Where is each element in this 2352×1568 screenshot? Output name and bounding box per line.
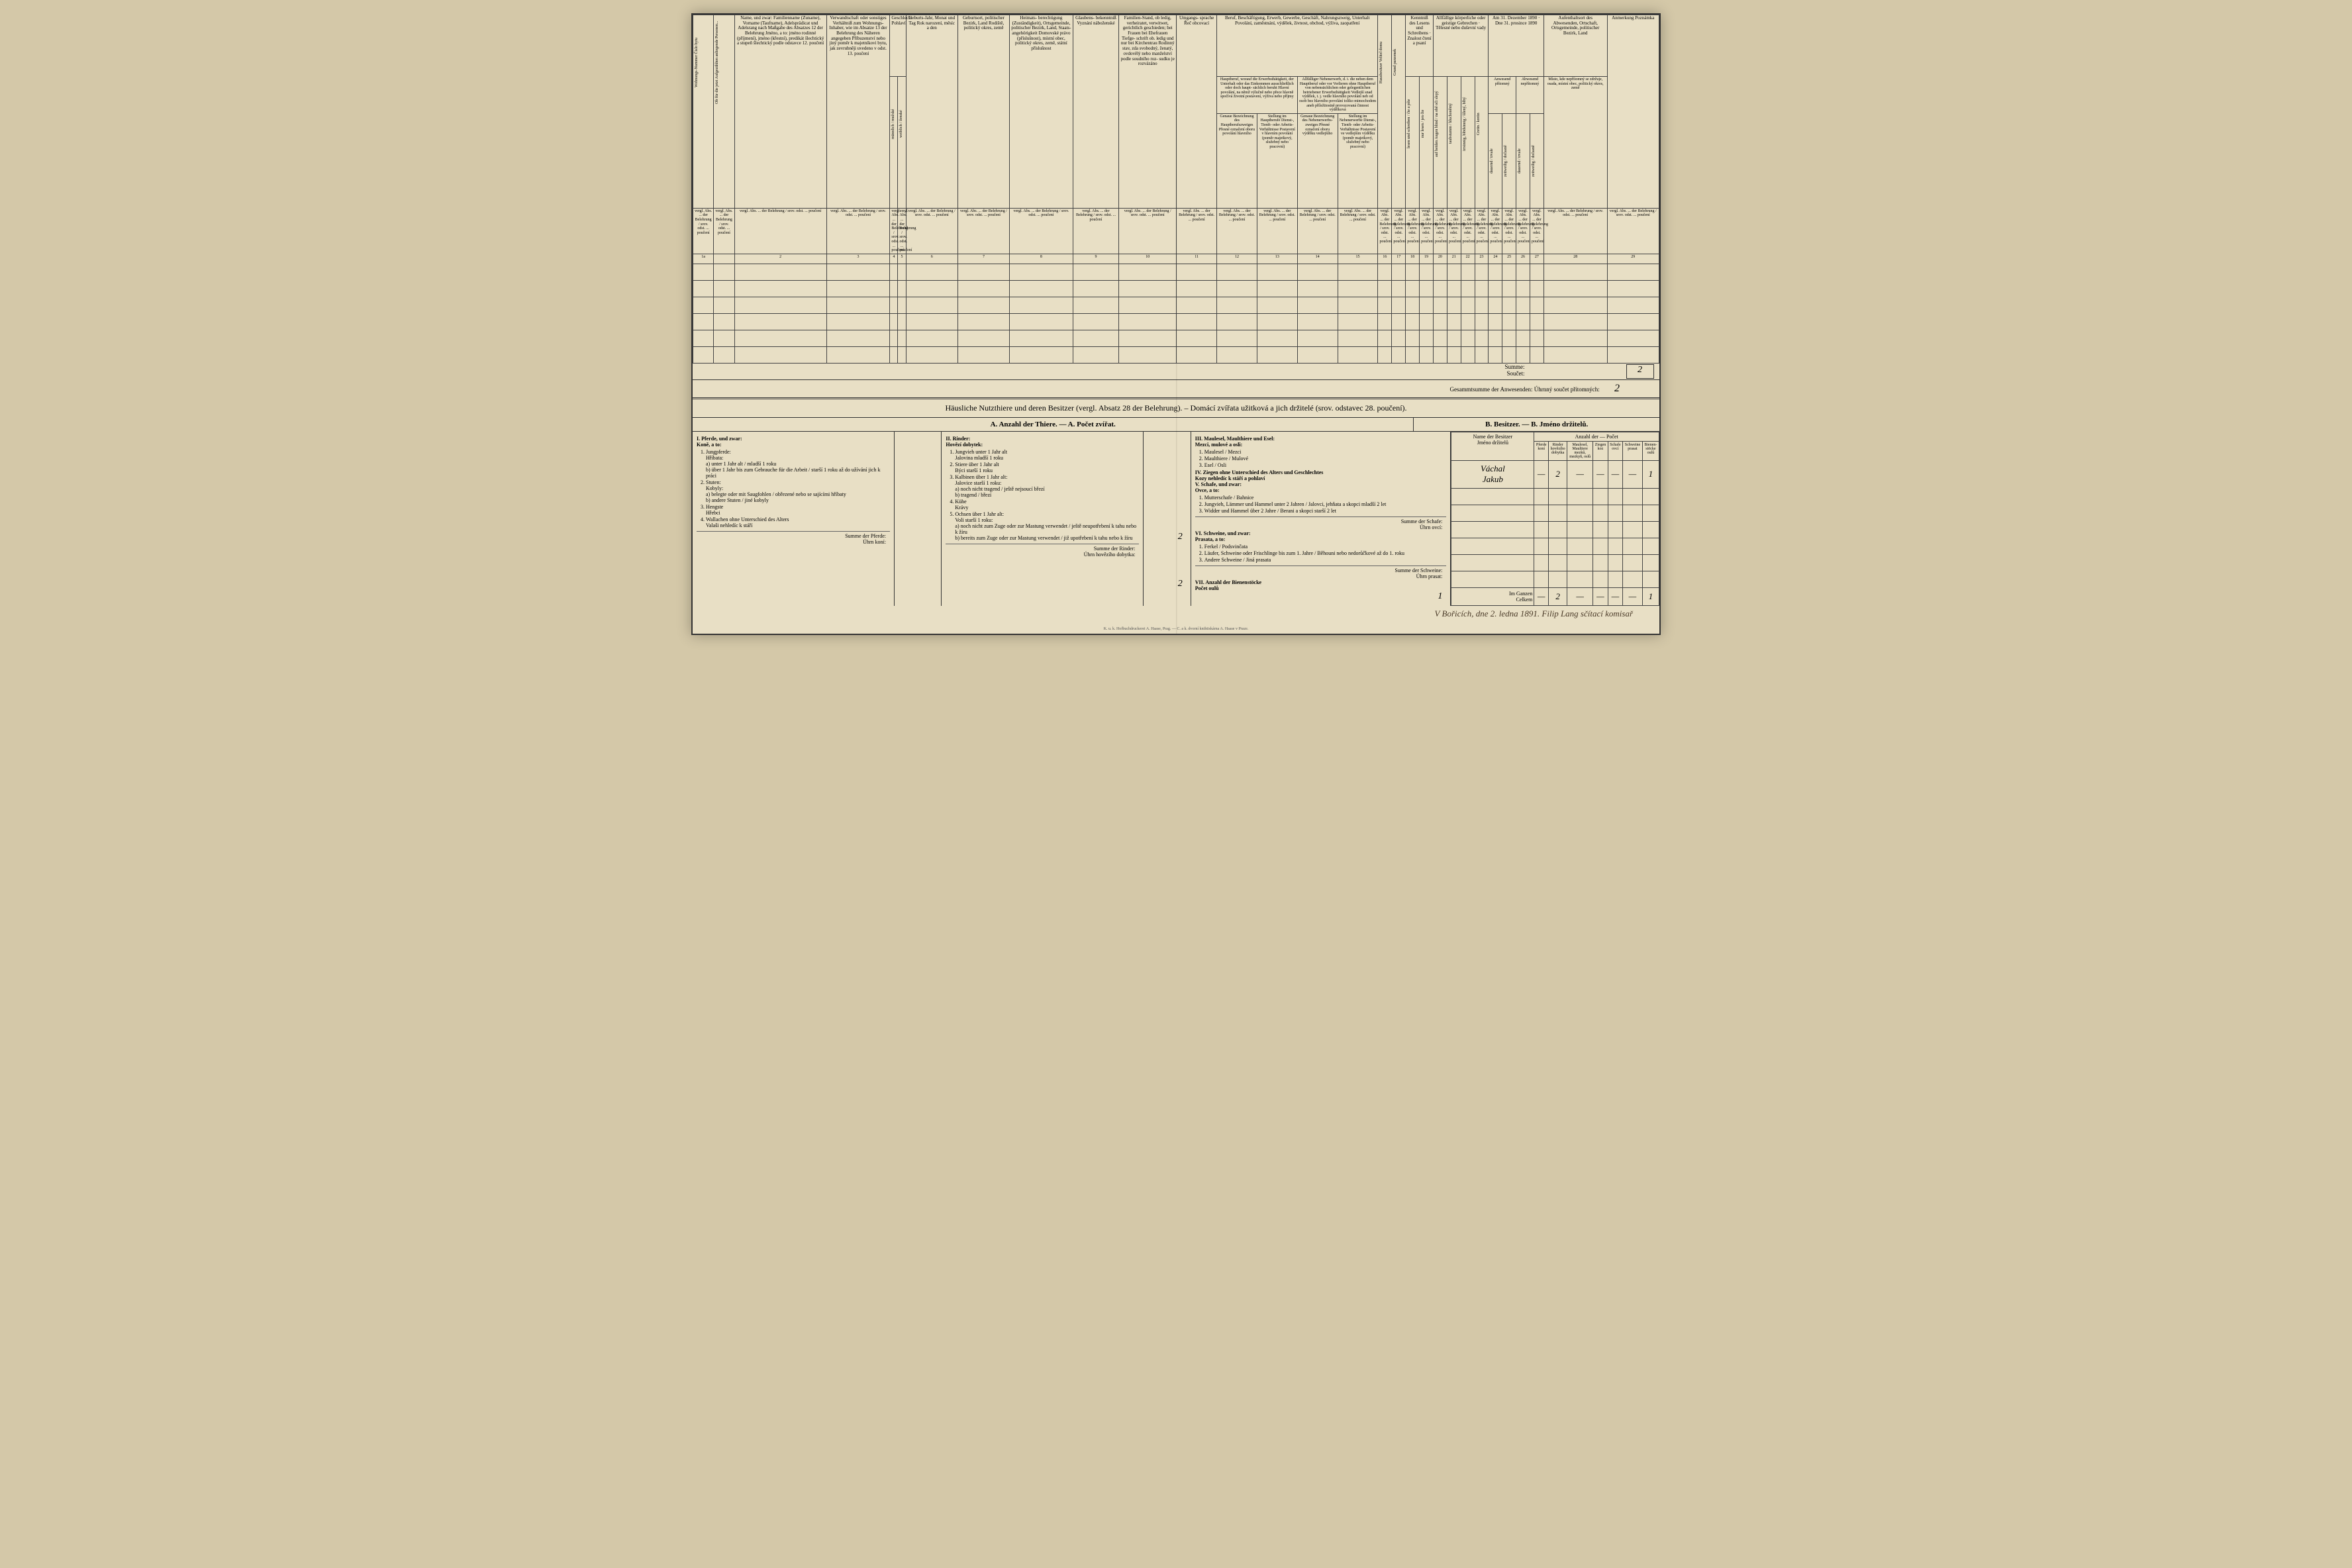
grand-total-label: Gesammtsumme der Anwesenden: Úhrnný souč… [1450, 386, 1600, 393]
owners-column: Name der Besitzer Jméno držitelůAnzahl d… [1451, 432, 1659, 606]
owner-row [1451, 538, 1659, 555]
cattle-sum-value: 2 [1148, 579, 1186, 589]
owner-row [1451, 522, 1659, 538]
beehive-value: 1 [1195, 591, 1447, 602]
b-header: B. Besitzer. — B. Jméno držitelů. [1414, 418, 1659, 431]
census-form-page: Wohnungs-Nummer Číslo bytuOb für die jet… [691, 13, 1661, 635]
summe-value: 2 [1626, 364, 1654, 379]
horses-values [895, 432, 942, 606]
horses-column: I. Pferde, und zwar: Koně, a to:Jungpfer… [693, 432, 895, 606]
cattle-column: II. Rinder: Hovězí dobytek:Jungvieh unte… [942, 432, 1144, 606]
owner-total-row: Im Ganzen Celkem—2————1 [1451, 588, 1659, 605]
owner-row [1451, 571, 1659, 588]
owners-table: Name der Besitzer Jméno držitelůAnzahl d… [1451, 432, 1659, 606]
owner-row [1451, 555, 1659, 571]
grand-total-value: 2 [1614, 383, 1620, 394]
page-fold [1176, 15, 1177, 634]
a-header: A. Anzahl der Thiere. — A. Počet zvířat. [693, 418, 1414, 431]
owner-row: Váchal Jakub—2————1 [1451, 460, 1659, 489]
summe-label: Summe: Součet: [1489, 363, 1530, 379]
owner-row [1451, 505, 1659, 522]
cows-value: 2 [1148, 532, 1186, 542]
other-animals-column: III. Maulesel, Maulthiere und Esel: Mezc… [1191, 432, 1451, 606]
cattle-values: 22 [1144, 432, 1191, 606]
owner-row [1451, 489, 1659, 505]
